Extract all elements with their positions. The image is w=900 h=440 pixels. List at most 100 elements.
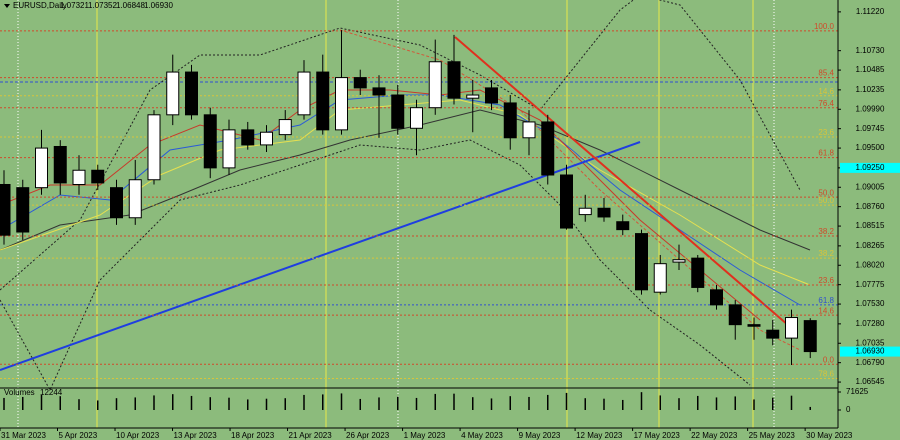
y-tick-label: 1.06790 [856, 358, 885, 367]
volume-tick-label: 71625 [846, 387, 869, 396]
y-tick-label: 1.09990 [856, 104, 885, 113]
candle-body [316, 71, 330, 131]
fib-label: 0.0 [823, 355, 835, 364]
x-tick-label: 13 Apr 2023 [174, 431, 218, 440]
fib-label: 50.0 [818, 188, 834, 197]
x-tick-label: 5 Apr 2023 [59, 431, 98, 440]
y-tick-label: 1.08515 [856, 221, 885, 230]
candle-body [522, 121, 536, 139]
fib-label: 100.0 [814, 22, 835, 31]
candle-body [128, 179, 142, 219]
x-tick-label: 4 May 2023 [461, 431, 503, 440]
y-tick-label: 1.07280 [856, 319, 885, 328]
candle-body [222, 129, 236, 169]
candle-body [635, 233, 648, 291]
header-open: 1.07321 [60, 1, 89, 10]
x-tick-label: 18 Apr 2023 [231, 431, 275, 440]
candle-body [53, 145, 67, 184]
fib-label: 78.6 [818, 370, 834, 379]
x-tick-label: 21 Apr 2023 [289, 431, 333, 440]
x-tick-label: 26 Apr 2023 [346, 431, 390, 440]
candle-body [353, 77, 367, 89]
price-tag-label: 1.06930 [856, 347, 885, 356]
candle-body [691, 257, 705, 288]
channel-line [339, 29, 801, 351]
candle-body [785, 317, 798, 339]
candle-body [372, 87, 386, 96]
candle-body [410, 107, 423, 129]
header-high: 1.07352 [88, 1, 117, 10]
moving-average [0, 89, 761, 321]
candle-body [185, 71, 198, 116]
trend-line [0, 141, 641, 371]
candle-body [91, 169, 105, 184]
candle-body [485, 87, 498, 104]
fib-label: 23.6 [818, 276, 834, 285]
volume-tick-label: 0 [846, 405, 851, 414]
candle-body [466, 94, 480, 99]
x-tick-label: 1 May 2023 [404, 431, 446, 440]
candle-body [578, 207, 592, 216]
menu-arrow[interactable] [4, 4, 10, 8]
candle-body [203, 114, 217, 169]
x-tick-label: 10 Apr 2023 [116, 431, 160, 440]
header-low: 1.06848 [116, 1, 145, 10]
dynamic-layer: 100.0 85.4 14.6 76.4 23.6 61.8 50.050.0 38.2 38.… [0, 22, 838, 410]
candle-body [335, 77, 348, 131]
band-upper [657, 0, 801, 191]
y-tick-label: 1.08020 [856, 260, 885, 269]
y-tick-label: 1.10730 [856, 46, 885, 55]
y-tick-label: 1.09250 [856, 163, 885, 172]
trend-line [454, 36, 789, 326]
candle-body [597, 207, 611, 218]
header-close: 1.06930 [144, 1, 173, 10]
y-tick-label: 1.07035 [856, 338, 885, 347]
candle-body [428, 61, 442, 109]
band-lower [0, 139, 751, 392]
y-tick-label: 1.06545 [856, 377, 885, 386]
x-tick-label: 30 May 2023 [806, 431, 853, 440]
tick-highlight [840, 162, 900, 173]
x-tick-label: 31 Mar 2023 [1, 431, 46, 440]
y-tick-label: 1.10235 [856, 85, 885, 94]
fib-label: 61.8 [818, 296, 834, 305]
candle-body [616, 221, 630, 231]
y-tick-label: 1.08760 [856, 202, 885, 211]
fib-label: 38.2 [818, 249, 834, 258]
volume-title: Volumes [4, 388, 35, 397]
fib-label: 50.0 [818, 196, 834, 205]
y-tick-label: 1.09745 [856, 124, 885, 133]
x-tick-label: 25 May 2023 [749, 431, 796, 440]
candle-body [447, 61, 461, 99]
candle-body [710, 289, 723, 306]
candle-body [297, 71, 311, 116]
candle-body [166, 71, 180, 116]
candle-body [147, 114, 161, 181]
y-tick-label: 1.07530 [856, 299, 885, 308]
candle-body [391, 94, 405, 129]
y-tick-label: 1.11220 [856, 7, 885, 16]
y-tick-label: 1.09500 [856, 143, 885, 152]
y-tick-label: 1.08265 [856, 241, 885, 250]
fib-label: 61.8 [818, 149, 834, 158]
candle-body [503, 102, 517, 139]
fib-label: 14.6 [818, 306, 834, 315]
candle-body [672, 259, 686, 263]
candle-body [803, 320, 817, 353]
fib-label: 85.4 [818, 69, 834, 78]
x-tick-label: 22 May 2023 [691, 431, 738, 440]
candle-body [653, 263, 667, 293]
band-upper [0, 0, 635, 291]
candle-body [0, 183, 11, 236]
chart-title: EURUSD,Daily [13, 1, 67, 10]
y-tick-label: 1.09005 [856, 182, 885, 191]
x-tick-label: 12 May 2023 [576, 431, 623, 440]
fib-label: 38.2 [818, 227, 834, 236]
fib-label: 23.6 [818, 128, 834, 137]
fib-label: 14.6 [818, 87, 834, 96]
candle-body [110, 187, 123, 219]
volume-current: 12244 [40, 388, 63, 397]
candle-body [241, 129, 255, 146]
